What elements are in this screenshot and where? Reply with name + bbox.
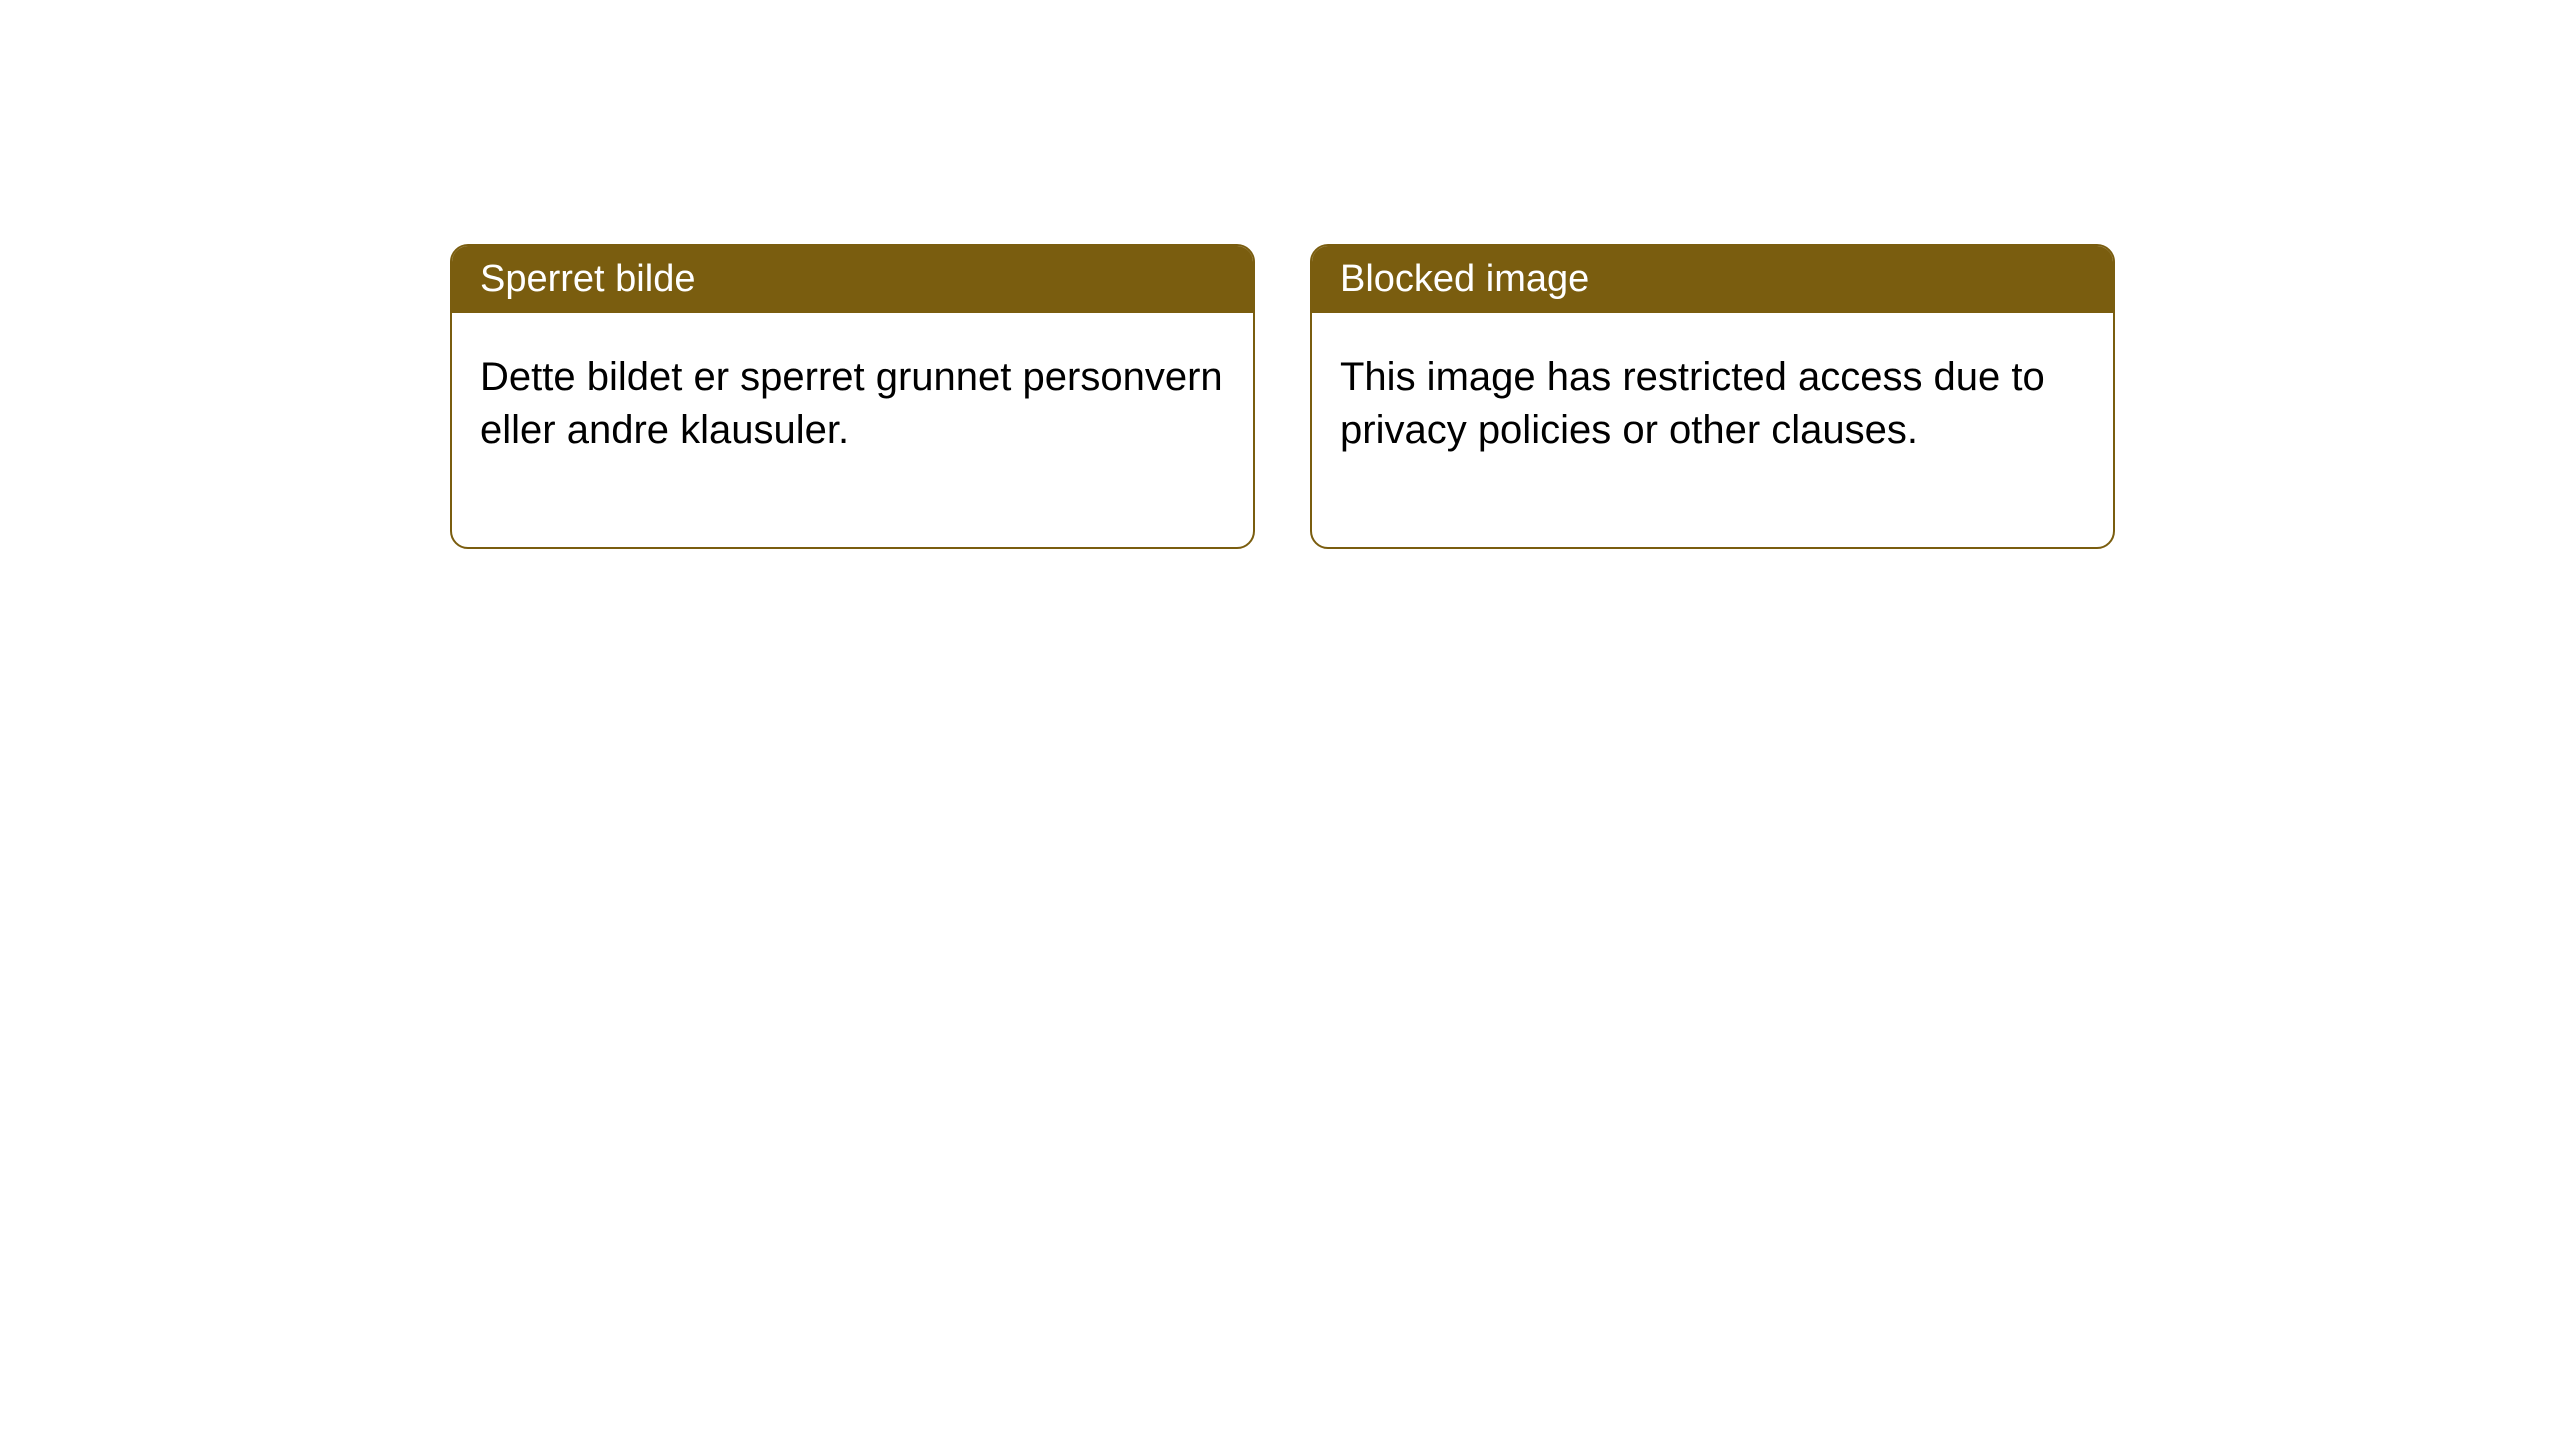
notice-card-no: Sperret bilde Dette bildet er sperret gr… bbox=[450, 244, 1255, 549]
notice-body-en: This image has restricted access due to … bbox=[1312, 313, 2113, 547]
notice-card-en: Blocked image This image has restricted … bbox=[1310, 244, 2115, 549]
notice-container: Sperret bilde Dette bildet er sperret gr… bbox=[0, 0, 2560, 549]
notice-title-en: Blocked image bbox=[1312, 246, 2113, 313]
notice-body-no: Dette bildet er sperret grunnet personve… bbox=[452, 313, 1253, 547]
notice-title-no: Sperret bilde bbox=[452, 246, 1253, 313]
